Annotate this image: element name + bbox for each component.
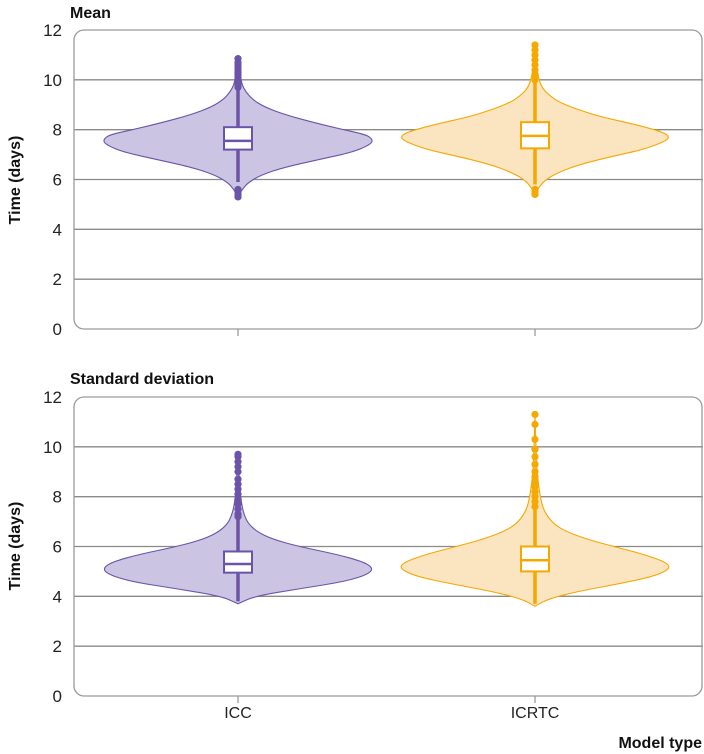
- panel-title: Mean: [70, 5, 111, 22]
- panel-mean: Mean Time (days) 0 2 4 6 8 10 12: [7, 5, 703, 339]
- outlier-point: [531, 483, 539, 491]
- x-tick-label: ICRTC: [511, 705, 560, 722]
- y-tick-label: 6: [53, 171, 62, 190]
- violin-icrtc: [400, 410, 670, 607]
- plot-frame: [73, 29, 703, 330]
- outlier-point: [531, 498, 539, 506]
- outlier-point: [531, 420, 539, 429]
- outlier-point: [531, 460, 539, 468]
- outlier-point: [234, 485, 242, 493]
- outlier-point: [234, 510, 242, 518]
- y-tick-label: 4: [53, 220, 62, 239]
- y-tick-label: 2: [53, 637, 62, 656]
- y-tick-label: 2: [53, 270, 62, 289]
- y-tick-label: 0: [53, 687, 62, 706]
- outlier-point: [531, 435, 539, 443]
- outlier-point: [531, 71, 539, 79]
- outlier-point: [531, 76, 539, 84]
- box: [223, 550, 253, 574]
- outlier-point: [531, 46, 539, 54]
- outlier-point: [531, 41, 539, 49]
- y-tick-label: 12: [43, 21, 62, 40]
- outlier-point: [531, 488, 539, 496]
- violin-icrtc: [401, 41, 669, 199]
- x-tick-label: ICC: [224, 705, 252, 722]
- outlier-point: [234, 495, 242, 503]
- violin-icc: [103, 450, 373, 605]
- violin-icc: [103, 55, 373, 201]
- outlier-point: [234, 505, 242, 513]
- outlier-point: [234, 463, 242, 471]
- y-tick-label: 10: [43, 438, 62, 457]
- outlier-point: [531, 410, 539, 419]
- y-tick-label: 6: [53, 538, 62, 557]
- box: [223, 126, 253, 151]
- outlier-point: [234, 458, 242, 466]
- outlier-point: [234, 500, 242, 508]
- outlier-point: [234, 185, 242, 194]
- panel-standard-deviation: Standard deviation Time (days) Model typ…: [7, 371, 703, 752]
- outlier-point: [531, 453, 539, 461]
- outlier-point: [531, 66, 539, 74]
- y-tick-label: 8: [53, 121, 62, 140]
- plot-frame: [73, 396, 703, 697]
- outlier-point: [531, 478, 539, 486]
- y-axis-label: Time (days): [7, 502, 24, 591]
- outlier-point: [531, 61, 539, 69]
- outlier-point: [531, 473, 539, 481]
- y-axis-label: Time (days): [7, 136, 24, 225]
- outlier-point: [234, 475, 242, 483]
- panel-title: Standard deviation: [70, 371, 214, 388]
- x-axis-label: Model type: [618, 735, 702, 752]
- outlier-point: [531, 185, 539, 194]
- outlier-point: [234, 450, 242, 458]
- outlier-point: [531, 445, 539, 453]
- outlier-point: [531, 493, 539, 501]
- y-tick-label: 12: [43, 388, 62, 407]
- outlier-point: [234, 480, 242, 488]
- outlier-point: [531, 468, 539, 476]
- outlier-point: [531, 503, 539, 511]
- outlier-point: [234, 55, 242, 63]
- outlier-point: [531, 51, 539, 59]
- y-tick-label: 8: [53, 488, 62, 507]
- y-tick-label: 10: [43, 71, 62, 90]
- y-tick-label: 4: [53, 587, 62, 606]
- y-tick-label: 0: [53, 320, 62, 339]
- outlier-point: [234, 490, 242, 498]
- outlier-point: [531, 56, 539, 64]
- outlier-point: [234, 468, 242, 476]
